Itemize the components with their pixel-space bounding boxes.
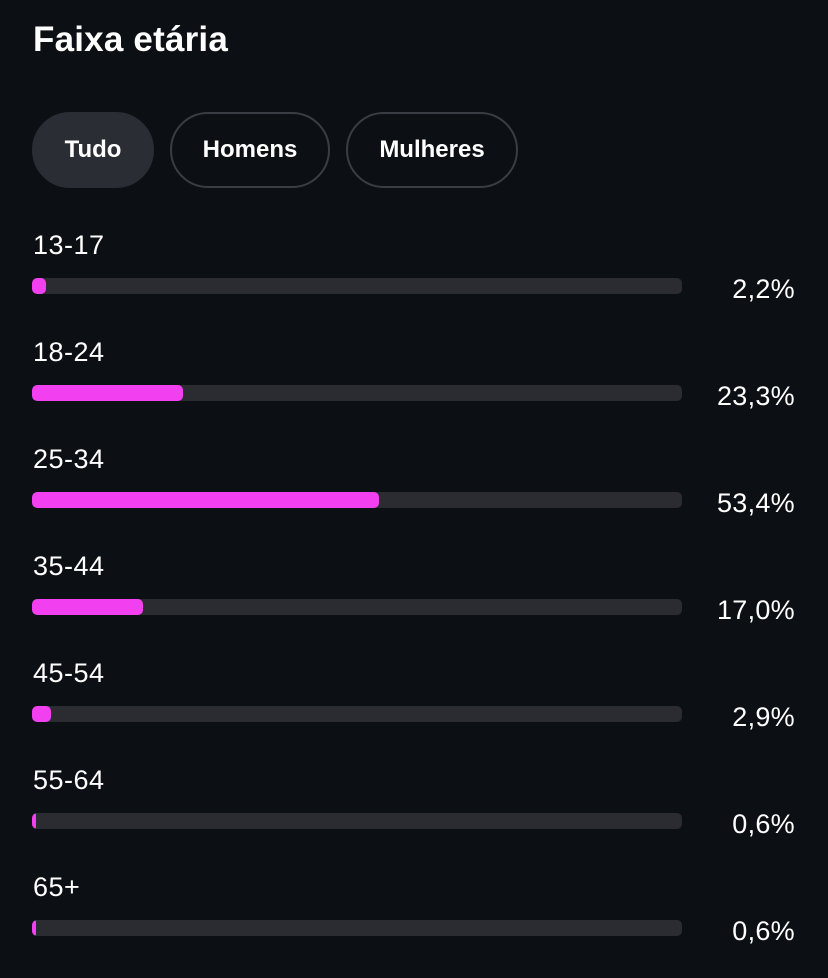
age-percent: 53,4% [716,488,795,518]
age-bar-track [32,599,682,615]
age-label: 18-24 [33,337,105,367]
age-row-55-64: 55-64 0,6% [0,764,828,871]
age-bar-track [32,385,682,401]
tab-men[interactable]: Homens [170,112,330,188]
age-label: 13-17 [33,230,105,260]
age-bar-track [32,706,682,722]
age-bar-track [32,920,682,936]
age-row-45-54: 45-54 2,9% [0,657,828,764]
age-percent: 0,6% [732,916,795,946]
age-bar-track [32,492,682,508]
age-label: 25-34 [33,444,105,474]
age-bar-track [32,813,682,829]
age-row-13-17: 13-17 2,2% [0,229,828,336]
tab-women[interactable]: Mulheres [346,112,518,188]
gender-filter-tabs: Tudo Homens Mulheres [32,112,518,188]
age-label: 65+ [33,872,81,902]
age-percent: 2,9% [732,702,795,732]
age-bar-track [32,278,682,294]
age-percent: 0,6% [732,809,795,839]
age-bar-fill [32,278,47,294]
age-bar-fill [32,492,380,508]
age-percent: 17,0% [716,595,795,625]
age-bar-fill [32,920,36,936]
age-bar-fill [32,813,36,829]
age-label: 45-54 [33,658,105,688]
age-bar-fill [32,599,143,615]
page-title: Faixa etária [33,20,229,59]
age-bar-fill [32,385,184,401]
age-row-25-34: 25-34 53,4% [0,443,828,550]
age-label: 55-64 [33,765,105,795]
age-bar-fill [32,706,51,722]
tab-all[interactable]: Tudo [32,112,154,188]
age-percent: 2,2% [732,274,795,304]
age-percent: 23,3% [716,381,795,411]
age-row-18-24: 18-24 23,3% [0,336,828,443]
age-row-65-plus: 65+ 0,6% [0,871,828,978]
age-label: 35-44 [33,551,105,581]
age-row-35-44: 35-44 17,0% [0,550,828,657]
